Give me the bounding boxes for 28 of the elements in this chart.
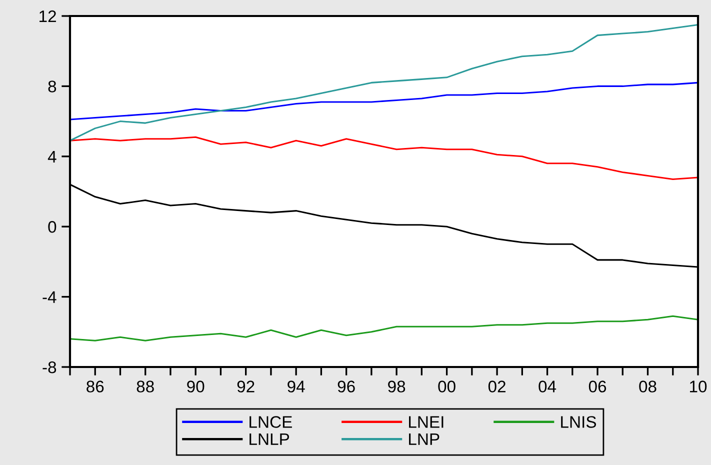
x-tick-label: 86 xyxy=(86,380,104,392)
y-tick-label: 4 xyxy=(48,150,56,162)
x-tick-label: 96 xyxy=(338,380,355,392)
x-tick-label: 10 xyxy=(690,380,707,392)
x-tick-label: 02 xyxy=(488,380,506,392)
x-tick-label: 98 xyxy=(388,380,406,392)
legend-label: LNEI xyxy=(409,416,444,428)
x-tick-label: 92 xyxy=(237,380,254,392)
x-tick-label: 06 xyxy=(588,380,606,392)
line-series xyxy=(70,82,698,120)
line-series xyxy=(70,315,698,342)
y-tick-label: 12 xyxy=(40,10,56,22)
y-tick-label: 0 xyxy=(48,221,56,233)
y-tick-label: -4 xyxy=(42,291,56,303)
x-tick-label: 88 xyxy=(136,380,154,392)
legend-label: LNP xyxy=(409,433,440,445)
x-tick-label: 90 xyxy=(187,380,204,392)
legend-label: LNIS xyxy=(561,416,596,428)
line-series xyxy=(70,136,698,180)
x-tick-label: 00 xyxy=(438,380,456,392)
legend-label: LNLP xyxy=(250,433,290,445)
line-series xyxy=(70,24,698,142)
legend-label: LNCE xyxy=(250,416,292,428)
x-tick-label: 08 xyxy=(639,380,656,392)
y-tick-label: 8 xyxy=(48,80,56,92)
y-tick-label: -8 xyxy=(42,361,56,374)
x-tick-label: 04 xyxy=(538,380,556,392)
x-tick-label: 94 xyxy=(288,380,305,392)
